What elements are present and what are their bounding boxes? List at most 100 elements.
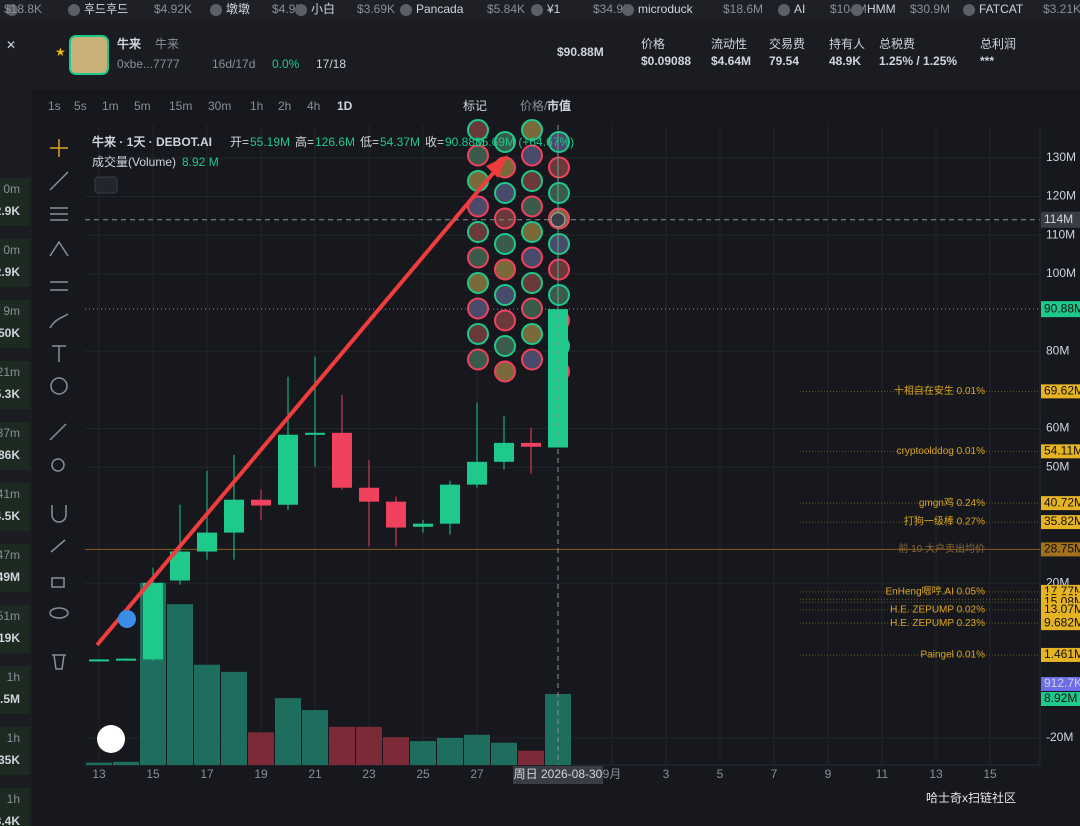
ticker-icon xyxy=(6,4,18,16)
interval-button[interactable]: 5s xyxy=(74,99,87,113)
star-icon[interactable]: ★ xyxy=(55,45,66,59)
x-tick-label: 15 xyxy=(983,767,997,781)
holder-avatar xyxy=(467,297,489,320)
volume-bar xyxy=(518,750,544,765)
ticker-icon xyxy=(210,4,222,16)
candle-body xyxy=(305,432,325,435)
level-name: H.E. ZEPUMP 0.23% xyxy=(890,618,985,629)
sidebar-text: 3.4K xyxy=(0,814,20,826)
interval-button[interactable]: 5m xyxy=(134,99,151,113)
ticker-price: $18.6M xyxy=(723,2,763,16)
holder-avatar xyxy=(521,246,543,269)
token-score: 17/18 xyxy=(316,57,346,71)
ticker-icon xyxy=(622,4,634,16)
stat-label: 交易费 xyxy=(769,36,805,51)
y-tick-label: 110M xyxy=(1046,227,1075,241)
interval-button[interactable]: 1s xyxy=(48,99,61,113)
volume-bar xyxy=(491,742,517,765)
collapse-button[interactable] xyxy=(94,176,118,194)
drawing-tools xyxy=(49,139,69,670)
interval-button[interactable]: 4h xyxy=(307,99,320,113)
holder-avatar xyxy=(521,272,543,294)
level-name: gmgn鸡 0.24% xyxy=(919,496,985,509)
stat-value: 48.9K xyxy=(829,54,861,68)
stat-label: 价格 xyxy=(641,36,665,51)
candle-body xyxy=(278,434,298,505)
interval-button[interactable]: 1m xyxy=(102,99,119,113)
volume-bar xyxy=(329,726,355,765)
x-tick-label: 21 xyxy=(308,767,322,781)
candle-body xyxy=(440,484,460,524)
buy-marker[interactable] xyxy=(118,610,136,628)
level-tag xyxy=(1041,496,1080,511)
level-tag xyxy=(1041,647,1080,662)
level-name: 十相自在安生 0.01% xyxy=(894,384,985,397)
stat-value: $0.09088 xyxy=(641,54,691,68)
holder-avatar xyxy=(494,182,516,204)
candle-body xyxy=(143,582,163,660)
ohlc-label: 高= xyxy=(295,134,314,149)
sidebar-text: 1h xyxy=(7,792,20,806)
sidebar-row xyxy=(0,422,30,470)
holder-avatar xyxy=(521,221,543,243)
sidebar-row xyxy=(0,544,30,592)
token-name: 牛来 xyxy=(117,36,142,51)
holder-avatar xyxy=(548,131,570,153)
volume-title: 成交量(Volume) xyxy=(92,154,176,169)
ticker-name: FATCAT xyxy=(979,2,1024,16)
stat-value: 1.25% / 1.25% xyxy=(879,54,957,68)
tv-logo xyxy=(97,725,125,753)
price-toggle[interactable]: 价格/ xyxy=(520,98,548,113)
ticker-price: $18.8K xyxy=(4,2,42,16)
sidebar-text: 1.5M xyxy=(0,692,20,706)
interval-button[interactable]: 15m xyxy=(169,99,192,113)
interval-button[interactable]: 1D xyxy=(337,99,353,113)
ohlc-label: 收= xyxy=(425,135,444,149)
sidebar-text: 5.3K xyxy=(0,387,20,401)
close-icon[interactable]: ✕ xyxy=(6,38,16,52)
holder-avatar xyxy=(467,119,489,141)
x-tick-label: 7 xyxy=(771,767,778,781)
y-tick-label: -20M xyxy=(1046,730,1073,744)
red-arrowhead xyxy=(486,155,508,178)
last-price-tag xyxy=(1041,301,1080,318)
token-alias: 牛来 xyxy=(155,36,179,51)
ticker-price: $3.21K xyxy=(1043,2,1080,16)
x-tick-label: 9 xyxy=(825,767,832,781)
candle-body xyxy=(467,461,487,485)
volume-bar xyxy=(248,732,274,765)
x-tick-label: 19 xyxy=(254,767,268,781)
x-tick-label: 13 xyxy=(92,767,106,781)
interval-button[interactable]: 2h xyxy=(278,99,291,113)
ticker-price: $30.9M xyxy=(910,2,950,16)
x-tick-label: 9月 xyxy=(603,767,622,781)
ohlc-value: 90.88M xyxy=(445,135,485,149)
volume-tag xyxy=(1041,691,1080,706)
level-tag-text: 28.75M xyxy=(1044,542,1080,556)
red-arrow xyxy=(95,163,502,647)
interval-button[interactable]: 30m xyxy=(208,99,231,113)
sidebar-text: 47m xyxy=(0,548,20,562)
sidebar-text: 9m xyxy=(3,304,20,318)
interval-button[interactable]: 1h xyxy=(250,99,263,113)
level-tag-text: 40.72M xyxy=(1044,495,1080,509)
sidebar-row xyxy=(0,483,30,531)
ticker-icon xyxy=(295,4,307,16)
y-tick-label: 60M xyxy=(1046,421,1069,435)
sidebar-text: 37m xyxy=(0,426,20,440)
holder-avatar xyxy=(521,144,543,167)
sidebar-text: 50K xyxy=(0,326,20,340)
marks-button[interactable]: 标记 xyxy=(463,99,487,113)
holder-avatar xyxy=(521,195,543,218)
mcap-toggle[interactable]: 市值 xyxy=(547,98,571,113)
sidebar-text: 1h xyxy=(7,670,20,684)
token-address[interactable]: 0xbe...7777 xyxy=(117,57,180,71)
volume-tag-text: 8.92M xyxy=(1044,691,1077,705)
ticker-name: ¥1 xyxy=(546,2,561,16)
holder-avatar xyxy=(548,284,570,306)
holder-avatar xyxy=(467,272,489,294)
ticker-icon xyxy=(400,4,412,16)
volume-value: 8.92 M xyxy=(182,155,219,169)
x-tick-label: 17 xyxy=(200,767,214,781)
volume-bar xyxy=(275,698,301,765)
